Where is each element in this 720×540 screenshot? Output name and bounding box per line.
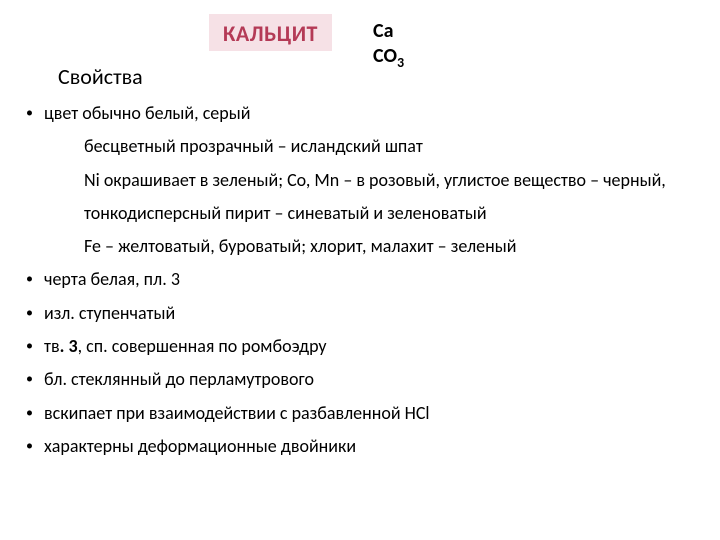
list-item: черта белая, пл. 3 [20, 263, 700, 296]
sub-item: Ni окрашивает в зеленый; Co, Mn – в розо… [84, 164, 700, 231]
list-item: изл. ступенчатый [20, 297, 700, 330]
formula-line2a: CO [373, 44, 397, 68]
properties-list: цвет обычно белый, серый бесцветный проз… [20, 97, 700, 463]
list-item: вскипает при взаимодействии с разбавленн… [20, 397, 700, 430]
sublist: бесцветный прозрачный – исландский шпат … [44, 130, 700, 263]
formula-subscript: 3 [397, 54, 404, 71]
list-item: тв. 3, сп. совершенная по ромбоэдру [20, 330, 700, 363]
slide: { "title": "КАЛЬЦИТ", "formula_line1": "… [0, 0, 720, 540]
formula-line1: Ca [373, 19, 393, 43]
sub-item: Fe – желтоватый, буроватый; хлорит, мала… [84, 230, 700, 263]
item-text-a: тв [44, 335, 60, 357]
mineral-title-badge: КАЛЬЦИТ [209, 14, 332, 51]
item-text-b: . 3 [60, 335, 78, 357]
chemical-formula: Ca CO3 [373, 19, 404, 69]
sub-item: бесцветный прозрачный – исландский шпат [84, 130, 700, 163]
item-text-c: , сп. совершенная по ромбоэдру [78, 335, 327, 357]
list-item: бл. стеклянный до перламутрового [20, 363, 700, 396]
item-text: цвет обычно белый, серый [44, 102, 250, 124]
list-item: характерны деформационные двойники [20, 430, 700, 463]
section-heading: Свойства [58, 63, 143, 90]
list-item: цвет обычно белый, серый бесцветный проз… [20, 97, 700, 263]
